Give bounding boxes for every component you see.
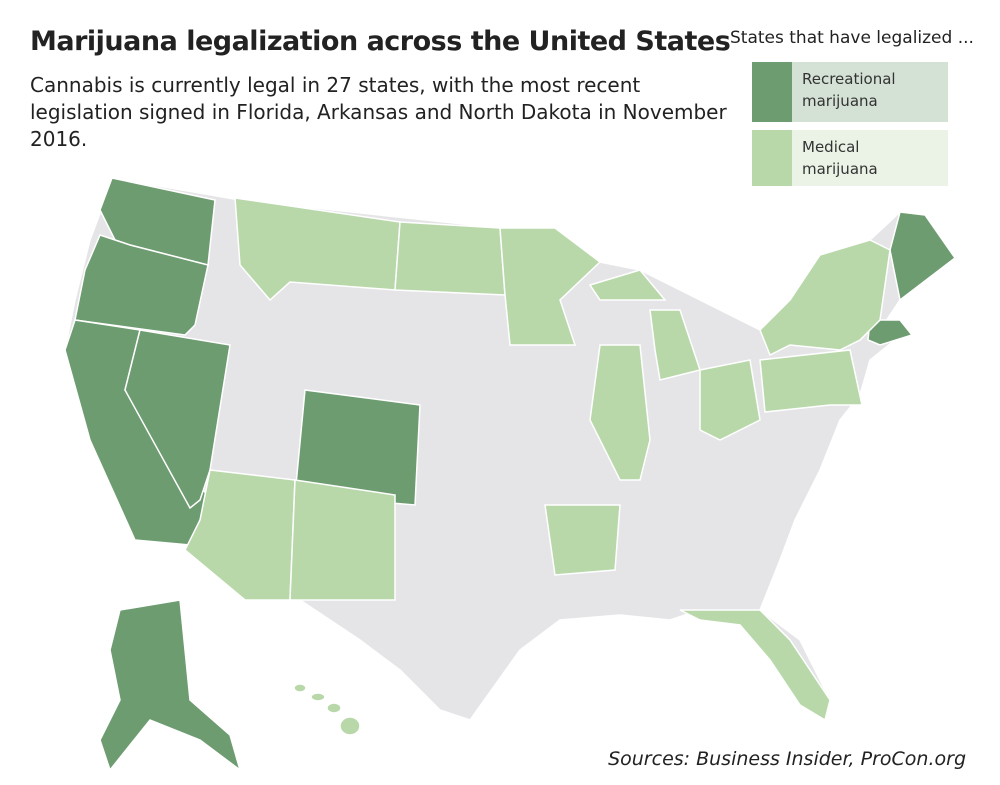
state [310,692,326,702]
legend-swatch [752,130,792,186]
state [99,599,242,772]
state [293,683,307,693]
subtitle: Cannabis is currently legal in 27 states… [30,73,727,151]
state [234,197,401,302]
source: Sources: Business Insider, ProCon.org [608,748,966,770]
legend-label: Medical marijuana [792,130,948,186]
state [699,359,761,441]
state [289,479,396,601]
legend-item: Medical marijuana [752,130,948,186]
legend-item: Recreational marijuana [752,62,948,122]
state [889,211,957,302]
state [679,609,831,722]
state [124,329,231,510]
state [867,319,914,346]
state [588,269,667,301]
legend-label: Recreational marijuana [792,62,948,122]
state [294,389,421,506]
state [74,234,209,336]
legend-title: States that have legalized ... [730,28,974,48]
title: Marijuana legalization across the United… [30,26,731,57]
state [544,504,621,576]
state [339,716,361,736]
state [326,702,342,714]
state [589,344,651,481]
state [759,349,863,413]
state [649,309,701,381]
state [394,221,506,296]
legend-swatch [752,62,792,122]
state [499,227,602,346]
state [759,239,891,357]
